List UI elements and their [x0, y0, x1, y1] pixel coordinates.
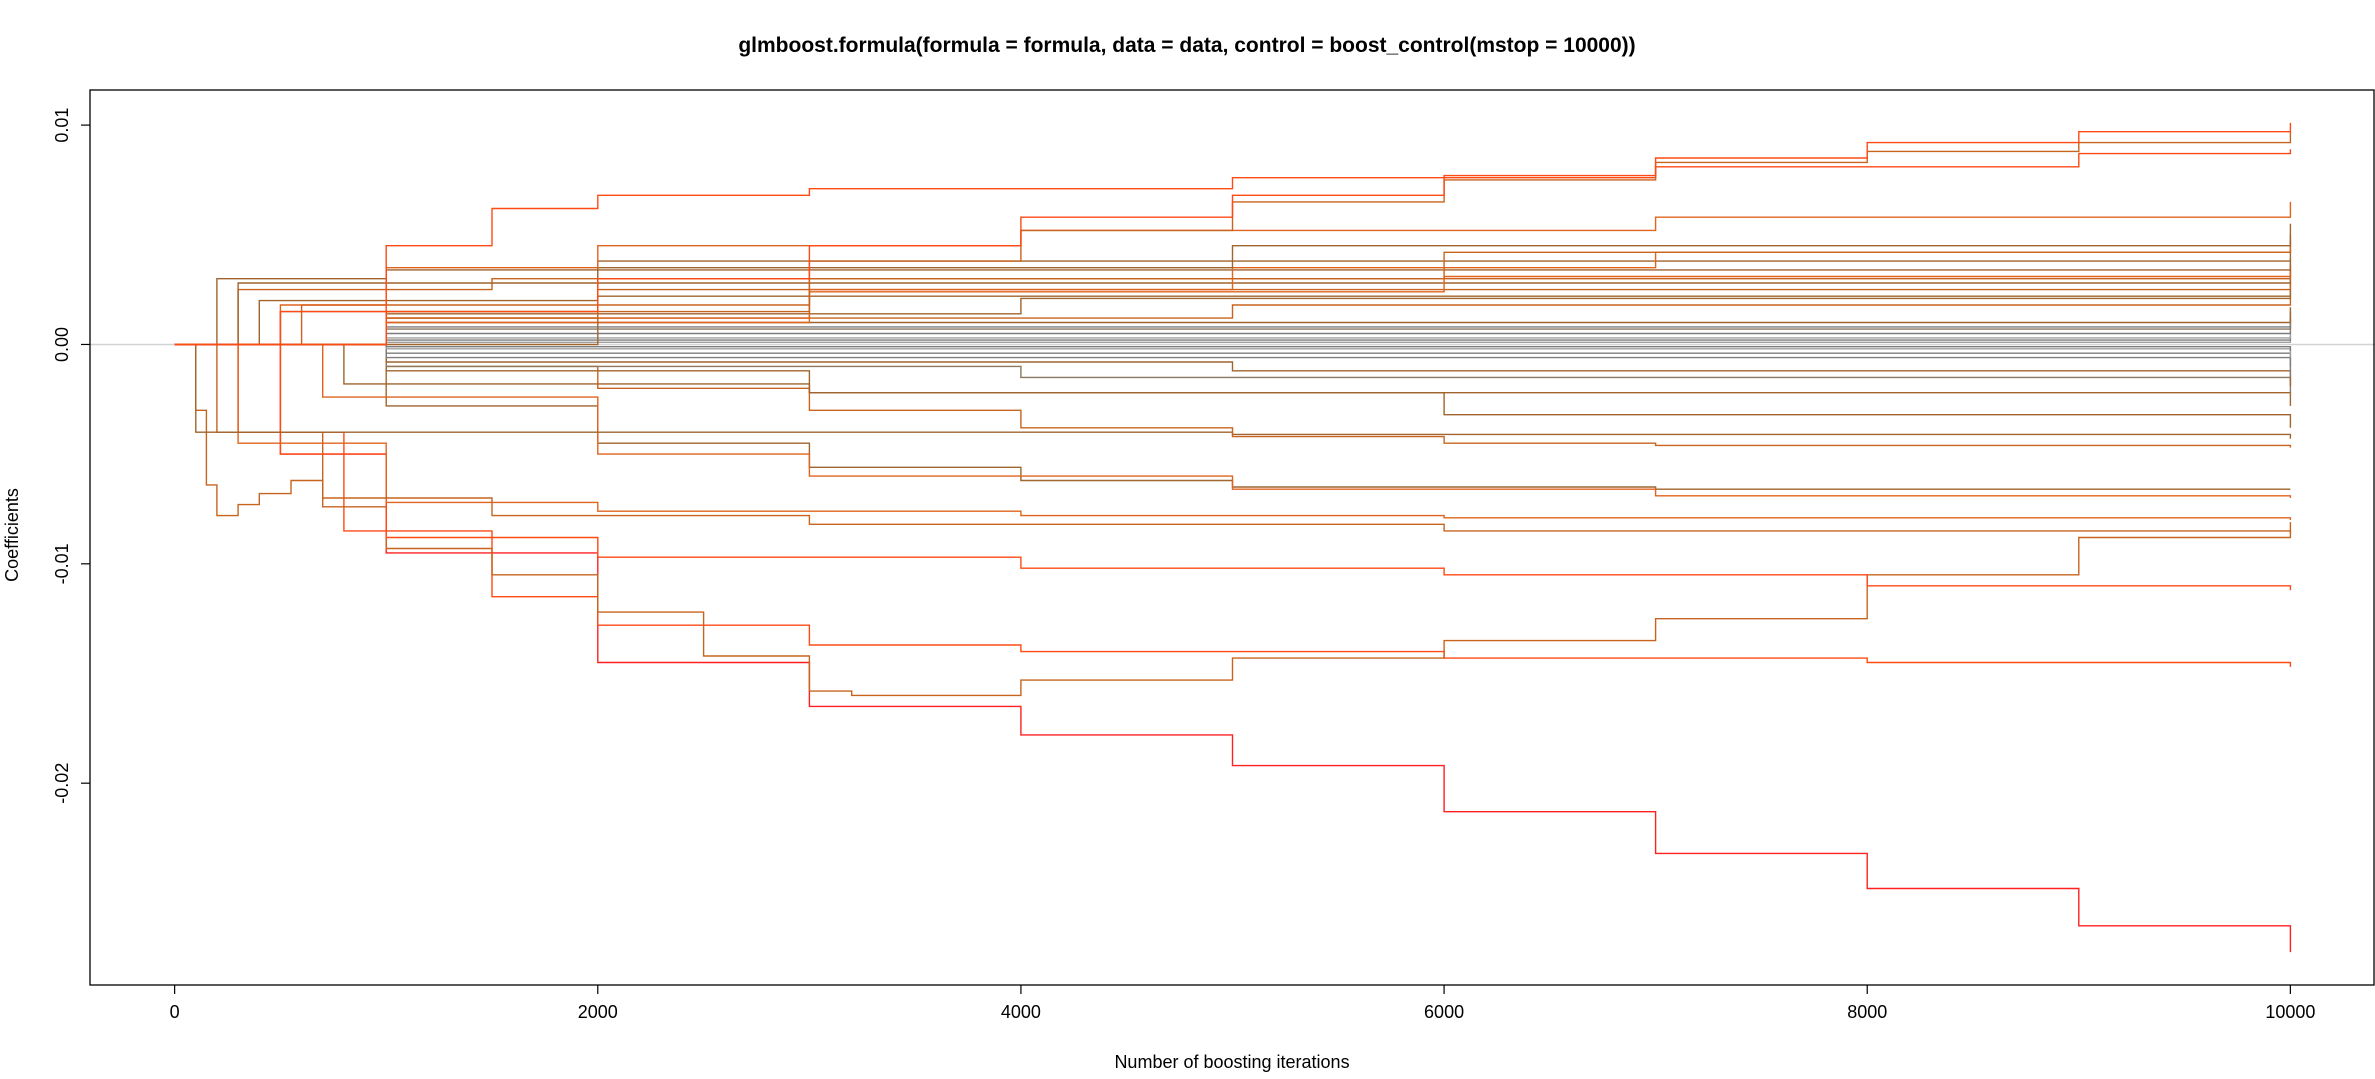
x-tick-label: 4000 [1001, 1002, 1041, 1022]
series-line-22 [174, 324, 2292, 346]
series-line-9 [174, 343, 2292, 439]
x-tick-label: 2000 [578, 1002, 618, 1022]
y-tick-label: 0.01 [52, 108, 72, 143]
series-lines [174, 122, 2292, 953]
y-tick-label: 0.00 [52, 327, 72, 362]
y-axis: -0.02 -0.01 0.00 0.01 [52, 108, 90, 804]
y-tick-label: -0.02 [52, 763, 72, 804]
series-line-37 [174, 223, 2292, 346]
chart-title: glmboost.formula(formula = formula, data… [738, 34, 1635, 57]
series-line-14 [174, 343, 2292, 387]
series-line-5 [174, 343, 2292, 520]
plot-frame [89, 89, 2375, 986]
series-line-6 [174, 343, 2292, 534]
x-axis-label: Number of boosting iterations [1114, 1052, 1349, 1072]
x-tick-label: 10000 [2265, 1002, 2315, 1022]
x-tick-label: 8000 [1847, 1002, 1887, 1022]
series-line-18 [174, 343, 2292, 351]
y-axis-label: Coefficients [2, 488, 22, 582]
series-line-7 [174, 343, 2291, 490]
series-line-4 [174, 343, 2292, 591]
y-tick-label: -0.01 [52, 543, 72, 584]
series-line-20 [174, 335, 2292, 346]
series-line-3 [174, 343, 2292, 697]
x-axis: 0 2000 4000 6000 8000 10000 [170, 985, 2315, 1022]
series-line-38 [174, 201, 2292, 346]
x-tick-label: 0 [170, 1002, 180, 1022]
series-line-41 [174, 122, 2292, 346]
x-tick-label: 6000 [1424, 1002, 1464, 1022]
series-line-8 [174, 343, 2292, 498]
